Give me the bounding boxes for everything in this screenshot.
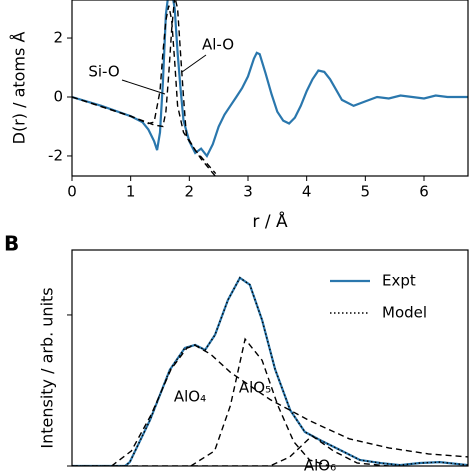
y-tick-label: -2 — [48, 146, 63, 164]
legend-label: Model — [382, 304, 427, 322]
x-tick-label: 3 — [243, 183, 253, 201]
annotation: AlO₆ — [304, 457, 336, 474]
y-tick-label: 0 — [53, 87, 63, 105]
annotation-pointer — [121, 79, 166, 95]
annotation: Si-O — [88, 63, 119, 81]
x-tick-label: 0 — [67, 183, 77, 201]
panel-label: B — [4, 232, 19, 256]
data-line — [72, 276, 468, 466]
y-axis-label: Intensity / arb. units — [38, 287, 57, 448]
data-line — [190, 337, 330, 466]
x-tick-label: 5 — [361, 183, 371, 201]
data-line — [72, 434, 389, 466]
y-tick-label: 2 — [53, 29, 63, 47]
axes-frame — [71, 0, 469, 177]
annotation: AlO₄ — [174, 388, 206, 406]
series-group — [72, 0, 468, 176]
x-tick-label: 6 — [419, 183, 429, 201]
annotation-pointer — [181, 54, 207, 73]
legend-label: Expt — [382, 272, 416, 290]
data-line — [111, 344, 468, 466]
x-tick-label: 1 — [126, 183, 136, 201]
annotation: AlO₅ — [239, 379, 271, 397]
x-tick-label: 2 — [185, 183, 195, 201]
x-axis-label: r / Å — [252, 210, 288, 232]
x-tick-label: 4 — [302, 183, 312, 201]
data-line — [72, 0, 468, 159]
series-group — [72, 276, 468, 466]
annotation: Al-O — [202, 36, 234, 54]
axes-frame — [71, 249, 469, 467]
y-axis-label: D(r) / atoms Å — [10, 32, 29, 145]
